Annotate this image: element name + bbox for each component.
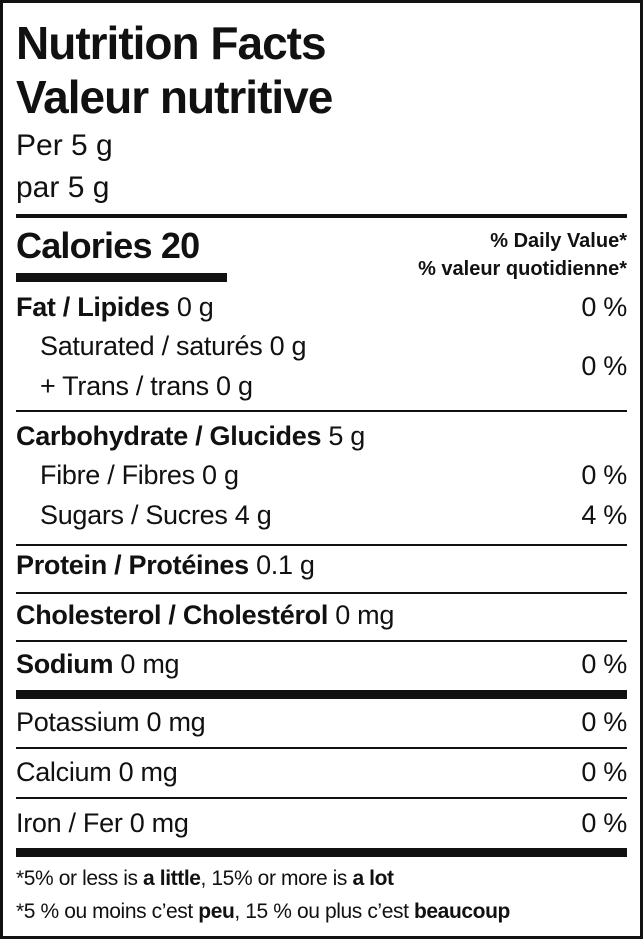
fibre-dv: 0 % [581,460,627,490]
divider [16,640,627,642]
divider [16,797,627,799]
divider-thick [16,690,627,699]
carb-row: Carbohydrate / Glucides 5 g [16,421,366,451]
iron-row: Iron / Fer 0 mg [16,808,189,838]
serving-en: Per 5 g [16,129,113,162]
divider [16,592,627,594]
dv-header-fr: % valeur quotidienne* [418,258,627,280]
serving-fr: par 5 g [16,171,110,204]
saturated-row: Saturated / saturés 0 g [40,331,307,361]
fat-dv: 0 % [581,292,627,322]
saturated-trans-dv: 0 % [581,351,627,381]
divider [16,544,627,546]
fibre-row: Fibre / Fibres 0 g [40,460,239,490]
title-fr: Valeur nutritive [16,71,333,123]
divider [16,747,627,749]
potassium-dv: 0 % [581,707,627,737]
potassium-row: Potassium 0 mg [16,707,206,737]
cholesterol-row: Cholesterol / Cholestérol 0 mg [16,600,395,630]
footnote-fr: *5 % ou moins c’est peu, 15 % ou plus c’… [16,900,510,923]
dv-header-en: % Daily Value* [490,230,627,252]
divider-thick [16,848,627,857]
calories: Calories 20 [16,225,200,266]
sodium-row: Sodium 0 mg [16,649,180,679]
iron-dv: 0 % [581,808,627,838]
calories-label: Calories [16,225,152,266]
divider [16,410,627,412]
sodium-dv: 0 % [581,649,627,679]
calcium-row: Calcium 0 mg [16,757,178,787]
protein-row: Protein / Protéines 0.1 g [16,550,315,580]
fat-row: Fat / Lipides 0 g [16,292,214,322]
sugars-dv: 4 % [581,500,627,530]
calories-underline [16,273,227,282]
calcium-dv: 0 % [581,757,627,787]
title-en: Nutrition Facts [16,17,327,69]
trans-row: + Trans / trans 0 g [40,371,253,401]
footnote-en: *5% or less is a little, 15% or more is … [16,867,394,890]
sugars-row: Sugars / Sucres 4 g [40,500,272,530]
calories-value: 20 [160,225,200,266]
divider-thick [16,214,627,218]
